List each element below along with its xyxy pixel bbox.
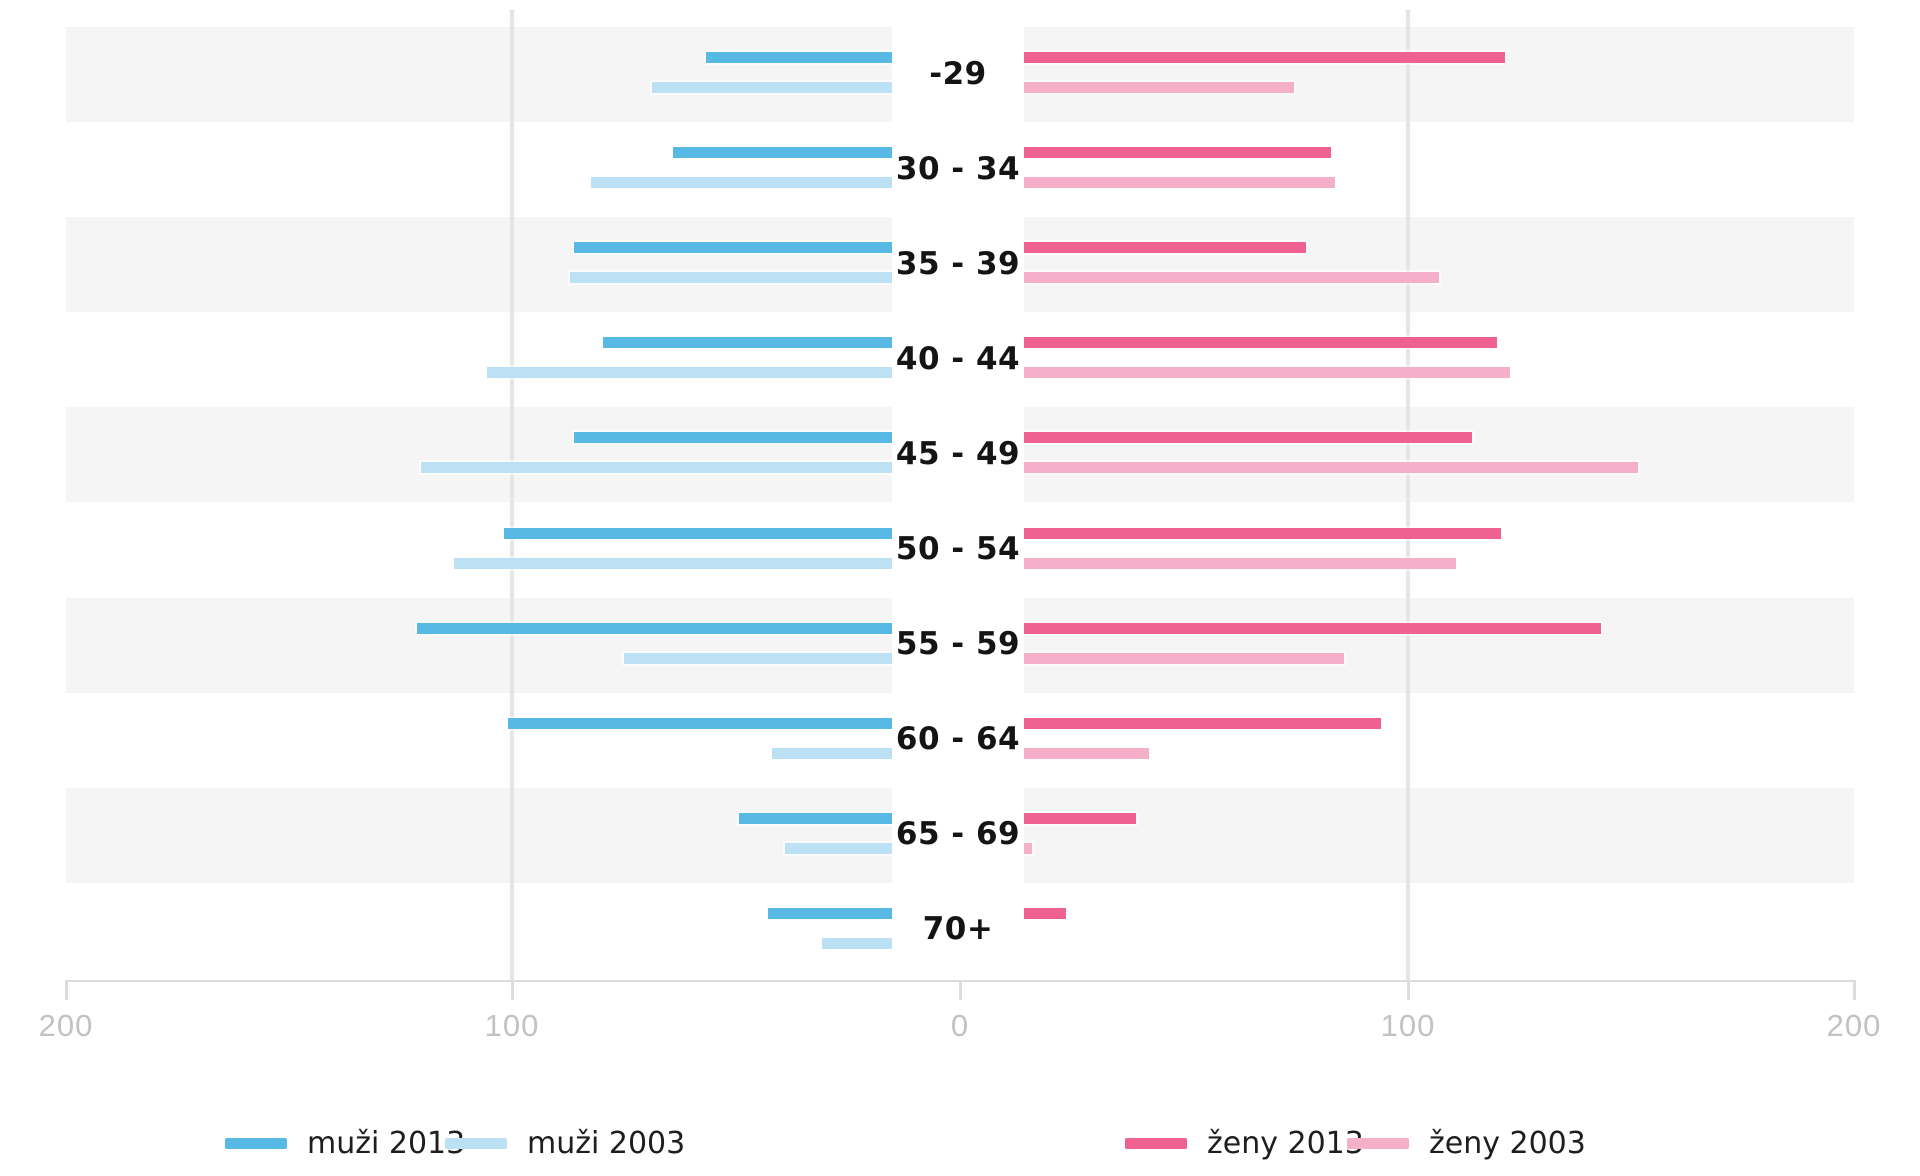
legend-label: ženy 2013 xyxy=(1207,1125,1364,1161)
bar-muži-2013-row-0[interactable] xyxy=(706,52,892,63)
bar-muži-2003-row-5[interactable] xyxy=(454,557,892,569)
legend-swatch-icon xyxy=(1347,1137,1409,1149)
legend-label: muži 2013 xyxy=(307,1125,466,1161)
row-band-left xyxy=(66,407,892,503)
x-axis-tick-label: 0 xyxy=(950,1008,970,1043)
x-axis-tick xyxy=(959,980,962,1000)
row-band-left xyxy=(66,27,892,123)
age-group-label: 70+ xyxy=(922,911,994,948)
bar-muži-2003-row-3[interactable] xyxy=(487,367,892,379)
row-band-right xyxy=(1024,597,1854,693)
legend-label: ženy 2003 xyxy=(1429,1125,1586,1161)
bar-ženy-2003-row-5[interactable] xyxy=(1024,557,1456,569)
bar-muži-2003-row-1[interactable] xyxy=(590,177,892,189)
legend-label: muži 2003 xyxy=(527,1125,686,1161)
row-band-right xyxy=(1024,27,1854,123)
legend-item-ženy-2013[interactable]: ženy 2013 xyxy=(1125,1125,1364,1161)
row-band-right xyxy=(1024,407,1854,503)
bar-muži-2013-row-3[interactable] xyxy=(602,337,892,349)
age-group-label: 35 - 39 xyxy=(895,245,1021,282)
legend-item-muži-2003[interactable]: muži 2003 xyxy=(445,1125,686,1161)
x-axis-tick xyxy=(65,980,68,1000)
bar-muži-2003-row-7[interactable] xyxy=(772,747,892,759)
row-band-left xyxy=(66,217,892,313)
bar-ženy-2013-row-5[interactable] xyxy=(1024,527,1502,539)
bar-ženy-2003-row-0[interactable] xyxy=(1024,82,1294,93)
row-band-right xyxy=(1024,787,1854,883)
x-axis-tick-label: 100 xyxy=(484,1008,540,1043)
x-axis-tick-label: 200 xyxy=(1826,1008,1882,1043)
x-axis-tick xyxy=(1853,980,1856,1000)
bar-ženy-2013-row-2[interactable] xyxy=(1024,242,1307,254)
row-band-left xyxy=(66,787,892,883)
legend-swatch-icon xyxy=(225,1137,287,1149)
bar-ženy-2013-row-8[interactable] xyxy=(1024,812,1137,824)
bar-ženy-2013-row-4[interactable] xyxy=(1024,432,1473,444)
bar-ženy-2003-row-8[interactable] xyxy=(1024,842,1033,854)
x-axis-tick xyxy=(1407,980,1410,1000)
x-axis-tick-label: 200 xyxy=(38,1008,94,1043)
bar-muži-2013-row-5[interactable] xyxy=(503,527,892,539)
bar-ženy-2003-row-2[interactable] xyxy=(1024,272,1439,284)
bar-ženy-2013-row-6[interactable] xyxy=(1024,622,1601,634)
row-band-right xyxy=(1024,217,1854,313)
bar-ženy-2013-row-0[interactable] xyxy=(1024,52,1506,63)
x-axis-tick-label: 100 xyxy=(1380,1008,1436,1043)
row-band-left xyxy=(66,597,892,693)
bar-muži-2003-row-4[interactable] xyxy=(421,462,892,474)
bar-muži-2013-row-4[interactable] xyxy=(573,432,892,444)
bar-ženy-2003-row-4[interactable] xyxy=(1024,462,1639,474)
bar-muži-2003-row-2[interactable] xyxy=(569,272,892,284)
legend-swatch-icon xyxy=(445,1137,507,1149)
bar-muži-2003-row-0[interactable] xyxy=(652,82,892,93)
legend-swatch-icon xyxy=(1125,1137,1187,1149)
bar-muži-2013-row-6[interactable] xyxy=(417,622,892,634)
bar-muži-2003-row-6[interactable] xyxy=(623,652,892,664)
x-axis-tick xyxy=(511,980,514,1000)
age-group-label: 50 - 54 xyxy=(895,531,1021,568)
bar-muži-2013-row-8[interactable] xyxy=(739,812,892,824)
bar-ženy-2013-row-7[interactable] xyxy=(1024,717,1381,729)
age-group-label: 40 - 44 xyxy=(895,340,1021,377)
bar-ženy-2003-row-6[interactable] xyxy=(1024,652,1344,664)
bar-ženy-2003-row-1[interactable] xyxy=(1024,177,1336,189)
age-group-label: 45 - 49 xyxy=(895,435,1021,472)
age-group-label: 30 - 34 xyxy=(895,150,1021,187)
bar-muži-2003-row-8[interactable] xyxy=(784,842,892,854)
bar-ženy-2013-row-1[interactable] xyxy=(1024,147,1332,159)
bar-muži-2013-row-7[interactable] xyxy=(507,717,892,729)
bar-ženy-2013-row-3[interactable] xyxy=(1024,337,1498,349)
legend-item-muži-2013[interactable]: muži 2013 xyxy=(225,1125,466,1161)
bar-ženy-2013-row-9[interactable] xyxy=(1024,907,1066,919)
age-group-label: -29 xyxy=(929,55,987,92)
bar-muži-2003-row-9[interactable] xyxy=(821,937,892,949)
age-group-label: 60 - 64 xyxy=(895,721,1021,758)
age-group-label: 65 - 69 xyxy=(895,816,1021,853)
gridline-100 xyxy=(510,10,514,980)
bar-ženy-2003-row-7[interactable] xyxy=(1024,747,1149,759)
bar-muži-2013-row-9[interactable] xyxy=(768,907,892,919)
legend-item-ženy-2003[interactable]: ženy 2003 xyxy=(1347,1125,1586,1161)
gridline-100 xyxy=(1406,10,1410,980)
bar-muži-2013-row-1[interactable] xyxy=(673,147,892,159)
bar-ženy-2003-row-3[interactable] xyxy=(1024,367,1510,379)
age-group-label: 55 - 59 xyxy=(895,626,1021,663)
bar-muži-2013-row-2[interactable] xyxy=(573,242,892,254)
